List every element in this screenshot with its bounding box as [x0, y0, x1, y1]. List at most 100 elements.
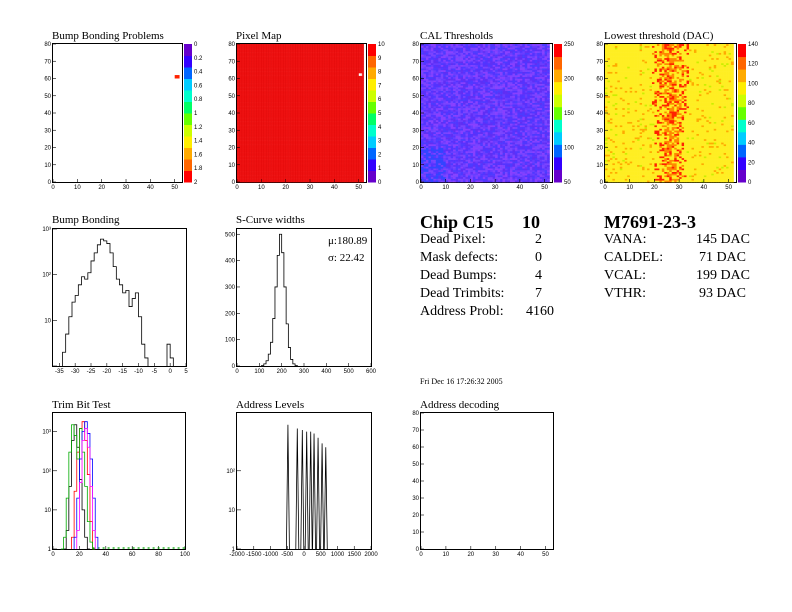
- heatmap-cell: [322, 119, 325, 122]
- heatmap-cell: [351, 62, 355, 65]
- heatmap-cell: [435, 109, 439, 112]
- heatmap-cell: [239, 94, 243, 97]
- heatmap-cell: [275, 173, 279, 176]
- heatmap-cell: [428, 130, 432, 133]
- heatmap-cell: [430, 62, 434, 65]
- heatmap-cell: [288, 171, 291, 174]
- heatmap-cell: [430, 173, 434, 176]
- heatmap-cell: [356, 135, 359, 138]
- heatmap-cell: [297, 118, 301, 121]
- heatmap-cell: [430, 69, 434, 72]
- x-tick-label: 0: [235, 185, 239, 191]
- heatmap-cell: [423, 161, 427, 164]
- heatmap-cell: [435, 164, 439, 167]
- heatmap-cell: [254, 128, 257, 131]
- heatmap-cell: [268, 178, 272, 181]
- heatmap-cell: [341, 94, 345, 97]
- heatmap-cell: [246, 169, 250, 172]
- heatmap-cell: [348, 130, 352, 133]
- heatmap-cell: [244, 44, 248, 47]
- heatmap-cell: [292, 47, 296, 50]
- heatmap-cell: [423, 64, 427, 67]
- heatmap-cell: [241, 59, 245, 62]
- heatmap-cell: [254, 102, 257, 105]
- heatmap-cell: [348, 114, 352, 117]
- heatmap-cell: [317, 92, 321, 95]
- heatmap-cell: [241, 144, 245, 147]
- heatmap-cell: [288, 169, 291, 172]
- heatmap-cell: [348, 100, 352, 103]
- heatmap-cell: [300, 133, 304, 136]
- heatmap-cell: [423, 56, 427, 59]
- heatmap-cell: [305, 180, 308, 183]
- heatmap-cell: [428, 137, 432, 140]
- palette-cell: [368, 67, 376, 79]
- heatmap-cell: [268, 111, 272, 114]
- palette-tick-label: 1.4: [194, 139, 203, 145]
- heatmap-cell: [331, 116, 335, 119]
- cal-thresholds-title: CAL Thresholds: [420, 30, 494, 42]
- heatmap-cell: [314, 163, 318, 166]
- heatmap-cell: [329, 116, 333, 119]
- heatmap-cell: [322, 164, 325, 167]
- heatmap-cell: [319, 85, 323, 88]
- heatmap-cell: [244, 154, 248, 157]
- heatmap-cell: [361, 50, 364, 53]
- heatmap-cell: [331, 78, 335, 81]
- heatmap-cell: [266, 154, 269, 157]
- heatmap-cell: [292, 154, 296, 157]
- heatmap-cell: [334, 59, 338, 62]
- heatmap-cell: [310, 104, 313, 107]
- heatmap-cell: [302, 69, 306, 72]
- heatmap-cell: [256, 130, 260, 133]
- heatmap-cell: [353, 161, 357, 164]
- heatmap-cell: [310, 166, 313, 169]
- heatmap-cell: [266, 176, 269, 179]
- heatmap-cell: [319, 169, 323, 172]
- heatmap-cell: [241, 152, 245, 155]
- heatmap-cell: [290, 140, 294, 143]
- heatmap-cell: [254, 95, 257, 98]
- heatmap-cell: [421, 125, 424, 128]
- heatmap-cell: [356, 54, 359, 57]
- heatmap-cell: [336, 95, 340, 98]
- heatmap-cell: [329, 180, 333, 183]
- heatmap-cell: [351, 180, 355, 183]
- heatmap-cell: [344, 161, 347, 164]
- heatmap-cell: [254, 121, 257, 124]
- heatmap-cell: [351, 116, 355, 119]
- heatmap-cell: [239, 66, 243, 69]
- heatmap-cell: [290, 164, 294, 167]
- heatmap-cell: [271, 119, 274, 122]
- heatmap-cell: [314, 68, 318, 71]
- heatmap-cell: [305, 52, 308, 55]
- heatmap-cell: [251, 178, 255, 181]
- heatmap-cell: [261, 113, 265, 116]
- heatmap-cell: [425, 78, 429, 81]
- heatmap-cell: [435, 102, 439, 105]
- heatmap-cell: [241, 64, 245, 67]
- heatmap-cell: [327, 121, 330, 124]
- heatmap-cell: [317, 47, 321, 50]
- heatmap-cell: [331, 62, 335, 65]
- heatmap-cell: [341, 163, 345, 166]
- heatmap-cell: [307, 154, 311, 157]
- heatmap-cell: [319, 54, 323, 57]
- heatmap-cell: [336, 66, 340, 69]
- heatmap-cell: [351, 163, 355, 166]
- heatmap-cell: [241, 173, 245, 176]
- heatmap-cell: [358, 80, 362, 83]
- heatmap-cell: [324, 66, 328, 69]
- heatmap-cell: [290, 56, 294, 59]
- heatmap-cell: [324, 88, 328, 91]
- heatmap-cell: [292, 166, 296, 169]
- heatmap-cell: [275, 75, 279, 78]
- heatmap-cell: [356, 49, 359, 52]
- heatmap-cell: [246, 130, 250, 133]
- heatmap-cell: [305, 78, 308, 81]
- heatmap-cell: [261, 178, 265, 181]
- heatmap-cell: [239, 50, 243, 53]
- heatmap-cell: [258, 59, 262, 62]
- heatmap-cell: [358, 81, 362, 84]
- heatmap-cell: [322, 131, 325, 134]
